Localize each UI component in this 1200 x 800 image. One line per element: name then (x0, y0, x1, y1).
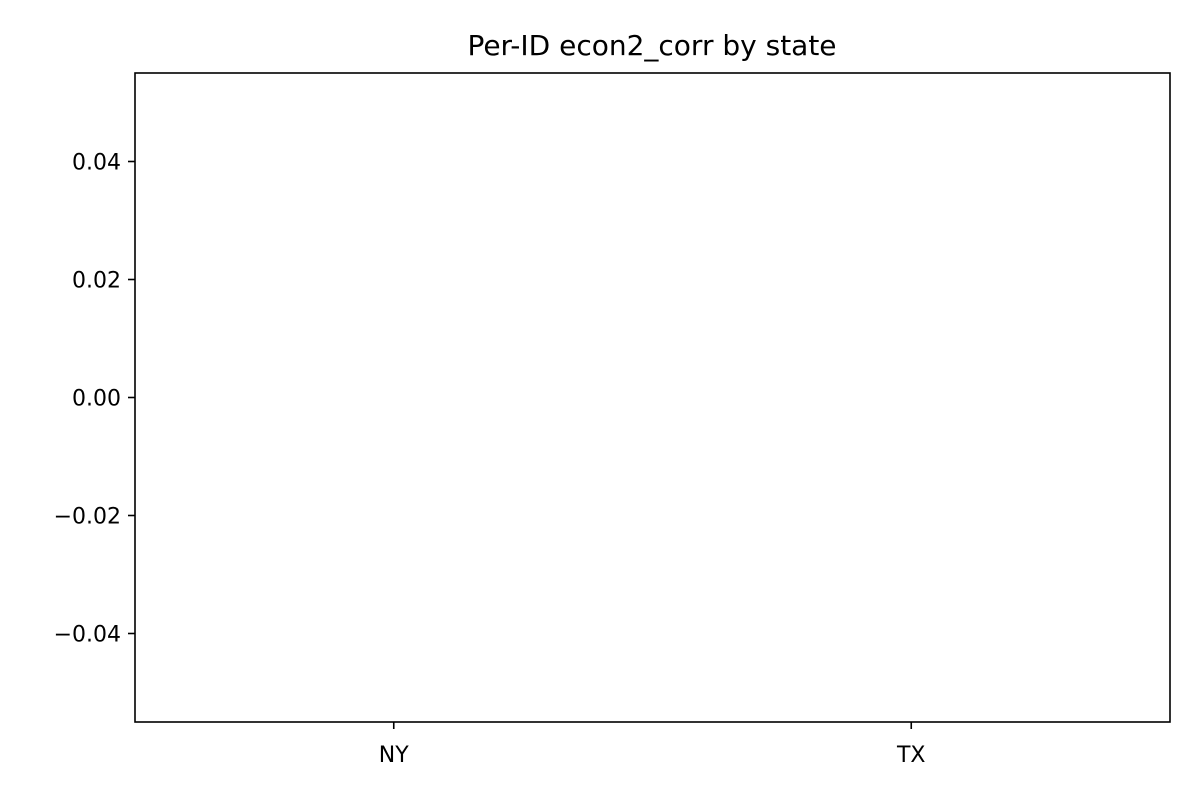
y-tick-label: −0.02 (54, 505, 121, 530)
chart-title: Per-ID econ2_corr by state (467, 29, 836, 62)
x-axis: NY TX (379, 722, 926, 768)
y-tick-label: 0.00 (72, 387, 121, 412)
x-tick-label: NY (379, 743, 409, 768)
plot-area (134, 72, 1171, 723)
x-tick-label: TX (896, 743, 926, 768)
y-tick-label: 0.04 (72, 151, 121, 176)
y-axis: −0.04 −0.02 0.00 0.02 0.04 (54, 151, 135, 648)
y-tick-label: −0.04 (54, 623, 121, 648)
y-tick-label: 0.02 (72, 269, 121, 294)
